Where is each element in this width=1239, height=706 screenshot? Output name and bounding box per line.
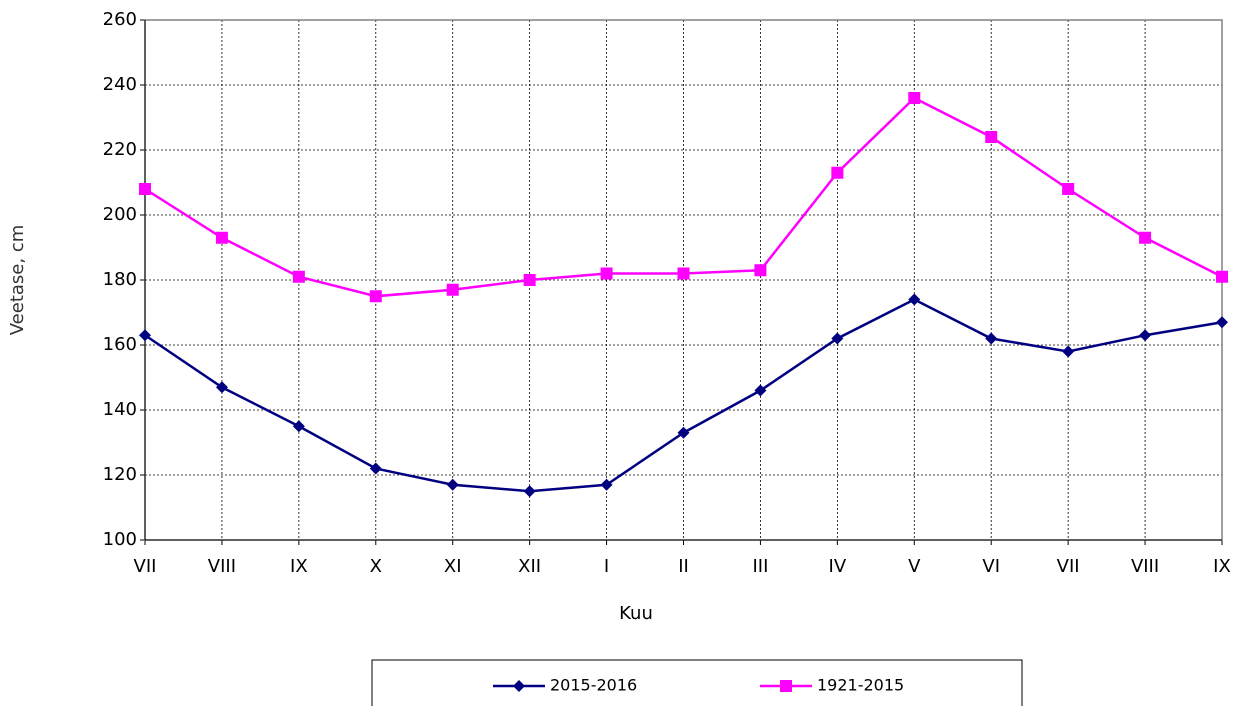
x-axis-label: Kuu (619, 603, 653, 624)
marker (139, 329, 151, 342)
marker (600, 478, 613, 491)
marker (754, 384, 767, 397)
x-tick-label: XI (444, 556, 462, 577)
y-tick-label: 160 (103, 334, 137, 355)
marker (292, 420, 305, 433)
marker (1139, 329, 1152, 342)
x-tick-label: VIII (208, 556, 236, 577)
x-tick-label: X (370, 556, 382, 577)
marker (369, 290, 382, 303)
marker (446, 283, 459, 296)
marker (908, 92, 921, 104)
marker (677, 267, 690, 280)
x-tick-label: VI (982, 556, 1000, 577)
x-tick-label: VIII (1131, 556, 1159, 577)
legend-label: 1921-2015 (817, 676, 904, 695)
marker (369, 462, 382, 475)
y-tick-label: 180 (103, 269, 137, 290)
marker (523, 274, 536, 286)
marker (908, 293, 921, 306)
y-tick-label: 120 (103, 464, 137, 485)
marker (1216, 316, 1228, 329)
marker (139, 183, 151, 195)
y-tick-label: 200 (103, 204, 137, 225)
marker (780, 680, 792, 692)
marker (831, 332, 844, 345)
y-tick-label: 100 (103, 529, 137, 550)
y-tick-label: 140 (103, 399, 137, 420)
legend-box (371, 659, 1023, 706)
marker (1216, 270, 1228, 283)
marker (1062, 345, 1075, 358)
legend-label: 2015-2016 (550, 676, 637, 695)
x-tick-label: V (908, 556, 921, 577)
marker (1139, 231, 1152, 244)
x-tick-label: VII (134, 556, 157, 577)
y-axis-label: Veetase, cm (7, 225, 28, 335)
marker (600, 267, 613, 280)
marker (985, 131, 998, 143)
x-tick-label: XII (518, 556, 541, 577)
marker (985, 332, 998, 345)
marker (1062, 183, 1075, 195)
marker (215, 381, 228, 394)
marker (513, 680, 525, 692)
marker (754, 264, 767, 277)
y-tick-label: 220 (103, 139, 137, 160)
x-tick-label: III (752, 556, 768, 577)
x-tick-label: II (678, 556, 689, 577)
x-tick-label: IX (290, 556, 308, 577)
marker (677, 426, 690, 439)
marker (831, 166, 844, 179)
x-tick-label: I (604, 556, 609, 577)
y-tick-label: 240 (103, 74, 137, 95)
x-tick-label: VII (1057, 556, 1080, 577)
marker (215, 231, 228, 244)
x-tick-label: IX (1213, 556, 1231, 577)
y-tick-label: 260 (103, 9, 137, 30)
marker (523, 485, 536, 498)
marker (292, 270, 305, 283)
x-tick-label: IV (829, 556, 847, 577)
marker (446, 478, 459, 491)
